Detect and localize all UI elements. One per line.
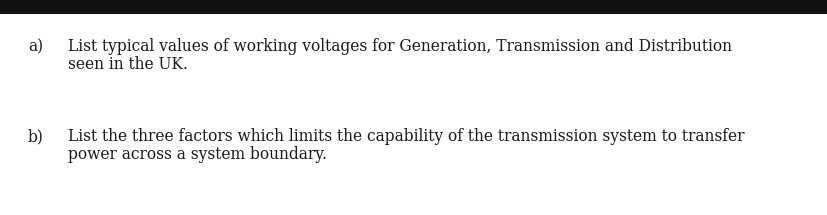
Text: b): b) [28,128,44,145]
Text: List the three factors which limits the capability of the transmission system to: List the three factors which limits the … [68,128,743,145]
Bar [0,0,827,14]
Text: power across a system boundary.: power across a system boundary. [68,146,327,163]
Text: seen in the UK.: seen in the UK. [68,56,188,73]
Text: a): a) [28,38,43,55]
Text: List typical values of working voltages for Generation, Transmission and Distrib: List typical values of working voltages … [68,38,731,55]
